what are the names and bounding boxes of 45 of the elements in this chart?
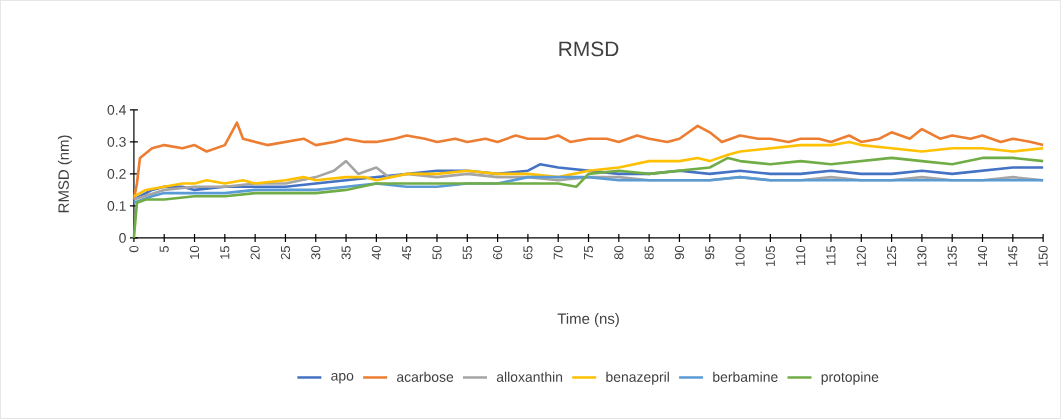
x-tick-label: 90 xyxy=(674,246,685,260)
x-tick-label: 25 xyxy=(280,246,291,260)
x-tick-label: 60 xyxy=(493,246,503,260)
chart-title: RMSD xyxy=(559,41,619,57)
x-tick-label: 10 xyxy=(189,246,200,259)
x-tick-label: 100 xyxy=(735,246,745,267)
y-axis-title: RMSD (nm) xyxy=(57,135,72,213)
x-tick-label: 50 xyxy=(432,246,442,260)
x-tick-label: 5 xyxy=(159,246,169,253)
x-tick-label: 45 xyxy=(402,246,412,260)
x-tick-label: 65 xyxy=(523,246,533,260)
x-tick-label: 75 xyxy=(584,246,594,260)
x-tick-label: 15 xyxy=(220,246,230,259)
legend-label: protopine xyxy=(821,371,879,385)
x-tick-label: 105 xyxy=(765,246,775,267)
legend-label: berbamine xyxy=(713,371,778,383)
x-tick-label: 80 xyxy=(614,246,624,260)
x-axis-title: Time (ns) xyxy=(557,313,619,327)
x-tick-label: 120 xyxy=(856,246,866,267)
x-tick-label: 130 xyxy=(917,246,927,267)
y-tick-label: 0 xyxy=(119,233,126,243)
x-tick-label: 115 xyxy=(826,246,836,266)
x-tick-label: 85 xyxy=(644,246,654,260)
x-tick-label: 55 xyxy=(462,246,472,260)
y-tick-label: 0.2 xyxy=(107,169,126,179)
x-tick-label: 95 xyxy=(705,246,715,260)
x-tick-label: 110 xyxy=(796,246,806,266)
x-tick-label: 150 xyxy=(1038,246,1048,267)
x-tick-label: 30 xyxy=(311,246,321,260)
x-tick-label: 70 xyxy=(553,246,563,260)
legend-label: acarbose xyxy=(396,371,454,383)
x-tick-label: 140 xyxy=(977,246,988,267)
legend-label: benazepril xyxy=(606,371,669,385)
x-tick-label: 135 xyxy=(947,246,957,267)
legend-label: alloxanthin xyxy=(496,371,563,383)
x-tick-label: 20 xyxy=(250,246,260,260)
x-tick-label: 35 xyxy=(341,246,351,260)
y-tick-label: 0.1 xyxy=(107,201,126,211)
x-tick-label: 145 xyxy=(1008,246,1018,267)
x-tick-label: 40 xyxy=(371,246,381,260)
y-tick-label: 0.4 xyxy=(107,105,126,115)
x-tick-label: 0 xyxy=(129,246,139,253)
x-tick-label: 125 xyxy=(887,246,897,267)
legend-label: apo xyxy=(331,373,354,384)
y-tick-label: 0.3 xyxy=(107,137,126,147)
